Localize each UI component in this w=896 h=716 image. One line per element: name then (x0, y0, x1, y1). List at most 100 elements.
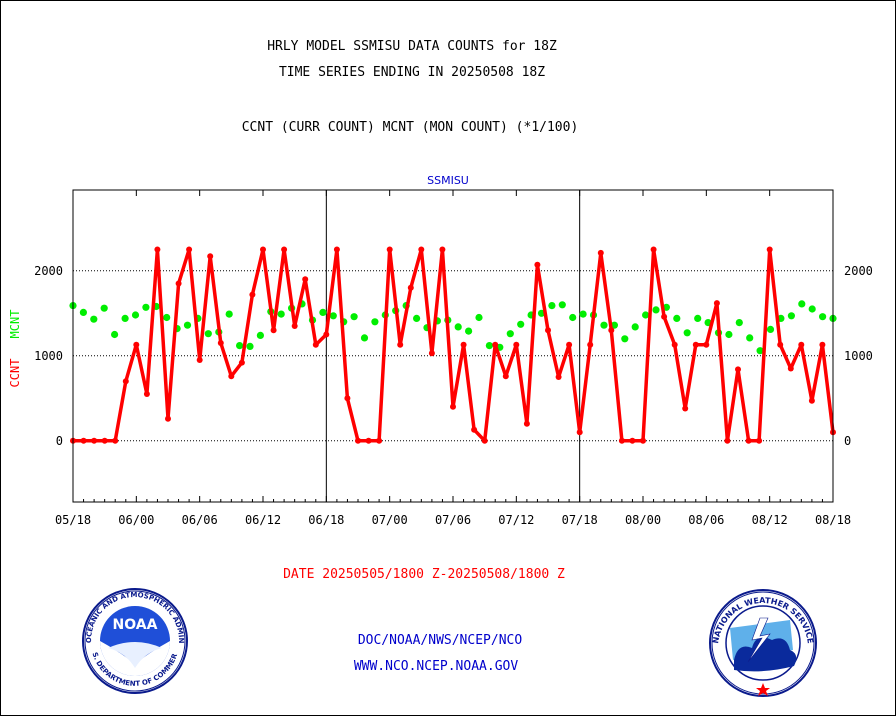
data-point-ccnt (597, 249, 604, 256)
data-point-ccnt (333, 246, 340, 253)
data-point-ccnt (502, 373, 509, 380)
data-point-ccnt (238, 359, 245, 366)
data-point-ccnt (692, 341, 699, 348)
data-point-ccnt (207, 253, 214, 260)
data-point-mcnt (163, 313, 171, 322)
header-line-3: CCNT (CURR COUNT) MCNT (MON COUNT) (*1/1… (241, 120, 579, 135)
x-tick-label: 08/18 (815, 513, 851, 527)
data-point-ccnt (112, 437, 119, 444)
data-point-ccnt (302, 276, 309, 283)
data-point-ccnt (545, 327, 551, 334)
data-point-ccnt (196, 357, 203, 363)
data-point-ccnt (819, 341, 826, 348)
data-point-ccnt (745, 437, 752, 444)
data-point-mcnt (371, 318, 379, 326)
data-point-mcnt (673, 314, 681, 322)
data-point-mcnt (631, 323, 639, 331)
data-point-ccnt (80, 437, 87, 444)
data-point-mcnt (256, 331, 264, 339)
data-point-ccnt (270, 327, 277, 334)
data-point-ccnt (133, 341, 140, 348)
data-point-mcnt (756, 347, 764, 355)
data-point-mcnt (350, 313, 358, 321)
data-point-mcnt (621, 335, 629, 343)
data-point-mcnt (819, 313, 827, 321)
data-point-ccnt (618, 437, 625, 444)
data-point-ccnt (312, 341, 319, 348)
x-tick-label: 06/18 (308, 513, 344, 527)
data-point-mcnt (517, 320, 525, 328)
data-point-mcnt (454, 323, 462, 331)
noaa-bird-wing (108, 642, 162, 668)
data-point-ccnt (766, 246, 773, 253)
data-point-ccnt (260, 246, 266, 253)
nws-logo: NATIONAL WEATHER SERVICE (709, 589, 817, 697)
data-point-mcnt (413, 314, 421, 322)
data-point-ccnt (165, 415, 171, 422)
data-point-ccnt (397, 341, 404, 348)
chart-title: SSMISU (427, 174, 469, 187)
data-point-mcnt (183, 321, 192, 329)
data-point-ccnt (228, 373, 235, 380)
data-point-mcnt (506, 330, 514, 338)
data-point-ccnt (365, 437, 372, 444)
data-point-mcnt (465, 327, 473, 335)
data-point-mcnt (111, 330, 119, 339)
x-tick-label: 08/00 (625, 513, 661, 527)
data-point-ccnt (323, 331, 330, 338)
data-point-ccnt (249, 291, 256, 298)
data-point-ccnt (344, 395, 351, 402)
data-point-ccnt (217, 340, 224, 346)
data-point-mcnt (642, 311, 650, 319)
data-point-ccnt (492, 341, 499, 348)
data-point-ccnt (91, 437, 98, 444)
data-point-ccnt (291, 323, 298, 329)
data-point-ccnt (281, 246, 288, 253)
data-point-ccnt (418, 246, 425, 253)
data-point-ccnt (566, 341, 573, 348)
data-point-ccnt (671, 341, 678, 348)
data-point-ccnt (735, 366, 741, 373)
data-point-mcnt (90, 315, 98, 323)
data-point-mcnt (787, 312, 796, 320)
y-axis-label-ccnt: CCNT (8, 359, 22, 388)
data-point-mcnt (798, 300, 806, 308)
data-point-mcnt (485, 342, 493, 350)
x-tick-label: 07/18 (562, 513, 598, 527)
data-point-ccnt (101, 437, 108, 444)
data-point-ccnt (756, 437, 763, 444)
data-point-ccnt (629, 437, 636, 444)
data-point-ccnt (682, 405, 689, 412)
noaa-logo: NATIONAL OCEANIC AND ATMOSPHERIC ADMINIS… (0, 0, 188, 694)
y-tick-label-left: 0 (56, 434, 63, 448)
x-tick-label: 07/06 (435, 513, 471, 527)
y-tick-label-left: 1000 (34, 349, 63, 363)
data-point-mcnt (329, 312, 337, 320)
data-point-mcnt (766, 325, 775, 333)
data-point-ccnt (713, 300, 720, 307)
data-point-mcnt (652, 306, 660, 314)
noaa-ring-bottom-text: U.S. DEPARTMENT OF COMMERCE (0, 0, 179, 688)
data-point-ccnt (661, 313, 668, 320)
data-point-ccnt (703, 341, 710, 348)
data-point-ccnt (386, 246, 393, 253)
series-line-ccnt (73, 247, 835, 443)
x-tick-label: 06/12 (245, 513, 281, 527)
y-tick-label-right: 2000 (844, 264, 873, 278)
data-point-mcnt (246, 342, 254, 350)
data-point-ccnt (460, 341, 467, 348)
url-line[interactable]: WWW.NCO.NCEP.NOAA.GOV (353, 659, 519, 674)
data-point-ccnt (534, 261, 541, 268)
data-point-ccnt (143, 391, 150, 397)
axis-layer: 0 0 1000 1000 2000 2000 05/18 06/00 06/06 06/12 06… (34, 189, 873, 527)
data-point-mcnt (808, 305, 816, 313)
x-tick-label: 07/00 (372, 513, 408, 527)
data-point-ccnt (650, 246, 657, 253)
data-point-mcnt (725, 330, 733, 339)
data-point-mcnt (142, 303, 150, 311)
data-point-ccnt (471, 426, 478, 433)
nws-lightning-icon (747, 617, 771, 663)
data-point-ccnt (724, 437, 731, 444)
data-point-mcnt (475, 313, 483, 322)
